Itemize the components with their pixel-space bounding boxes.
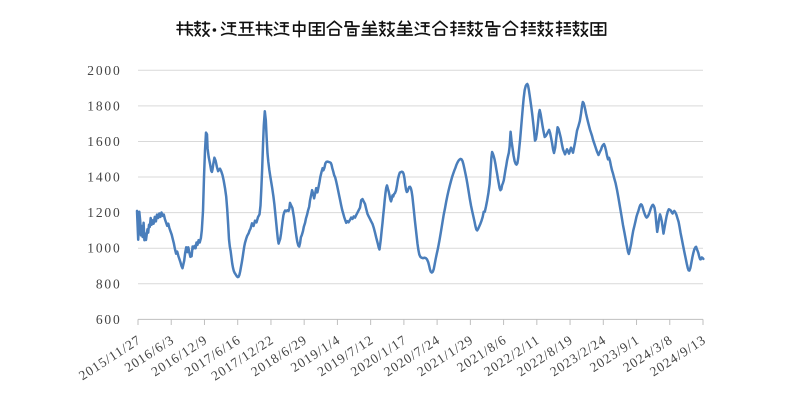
svg-text:800: 800 <box>96 276 122 291</box>
svg-text:1600: 1600 <box>87 134 121 149</box>
svg-text:1200: 1200 <box>87 205 121 220</box>
svg-text:1800: 1800 <box>87 98 121 113</box>
svg-text:600: 600 <box>96 312 122 327</box>
svg-text:2000: 2000 <box>87 63 121 78</box>
svg-text:1400: 1400 <box>87 170 121 185</box>
svg-text:1000: 1000 <box>87 241 121 256</box>
